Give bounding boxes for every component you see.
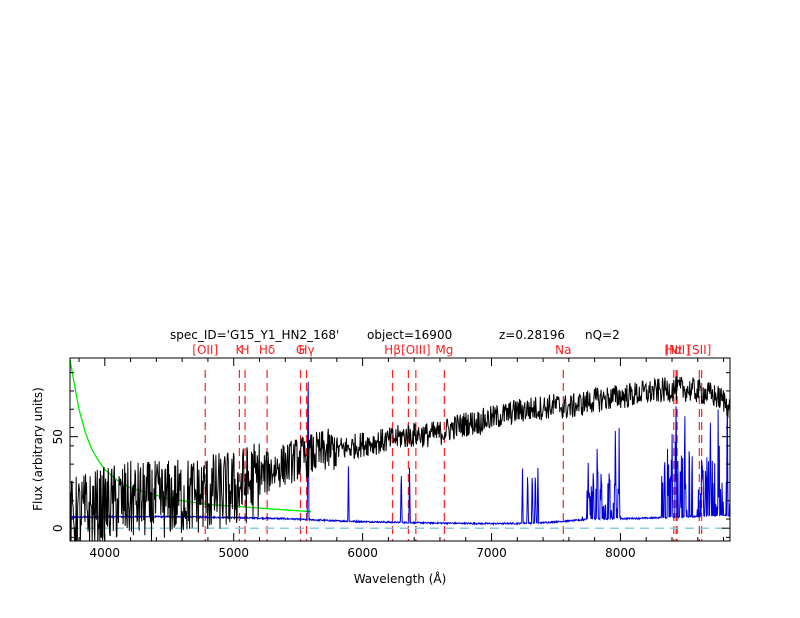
series-spectrum — [70, 376, 730, 541]
marker-label-5: Hγ — [298, 343, 314, 357]
plot-frame — [69, 357, 731, 542]
line-markers: [OII] KH Hδ GHγ Hβ [OIII] Mg Na Hα[NII][SII] — [192, 343, 711, 541]
x-axis-label: Wavelength (Å) — [354, 571, 447, 586]
marker-label-1: K — [235, 343, 244, 357]
series-sky — [70, 381, 730, 526]
x-tick-label-3: 7000 — [476, 546, 507, 560]
series-layer — [70, 359, 730, 541]
marker-label-0: [OII] — [192, 343, 218, 357]
nq-label: nQ=2 — [585, 328, 620, 342]
object-label: object=16900 — [367, 328, 452, 342]
marker-label-11: [NII] — [664, 343, 689, 357]
marker-label-10: Hα — [665, 343, 682, 357]
spec-id-label: spec_ID='G15_Y1_HN2_168' — [170, 328, 339, 342]
redshift-label: z=0.28196 — [499, 328, 565, 342]
series-response — [70, 359, 312, 513]
marker-label-6: Hβ — [384, 343, 401, 357]
x-tick-label-2: 6000 — [347, 546, 378, 560]
marker-label-7: [OIII] — [401, 343, 430, 357]
marker-label-12: [SII] — [687, 343, 711, 357]
marker-label-4: G — [296, 343, 305, 357]
y-tick-label-1: 50 — [51, 429, 65, 444]
marker-label-9: Na — [555, 343, 571, 357]
x-tick-label-0: 4000 — [90, 546, 121, 560]
y-tick-label-0: 0 — [51, 524, 65, 532]
marker-label-3: Hδ — [259, 343, 275, 357]
marker-label-8: Mg — [435, 343, 453, 357]
x-tick-label-1: 5000 — [218, 546, 249, 560]
x-tick-label-4: 8000 — [605, 546, 636, 560]
marker-label-2: H — [241, 343, 250, 357]
header-line: spec_ID='G15_Y1_HN2_168' object=16900 z=… — [170, 328, 620, 342]
y-axis-label: Flux (arbitrary units) — [31, 387, 45, 511]
axis-ticks: 4000 5000 6000 7000 8000 0 50 — [51, 358, 730, 560]
